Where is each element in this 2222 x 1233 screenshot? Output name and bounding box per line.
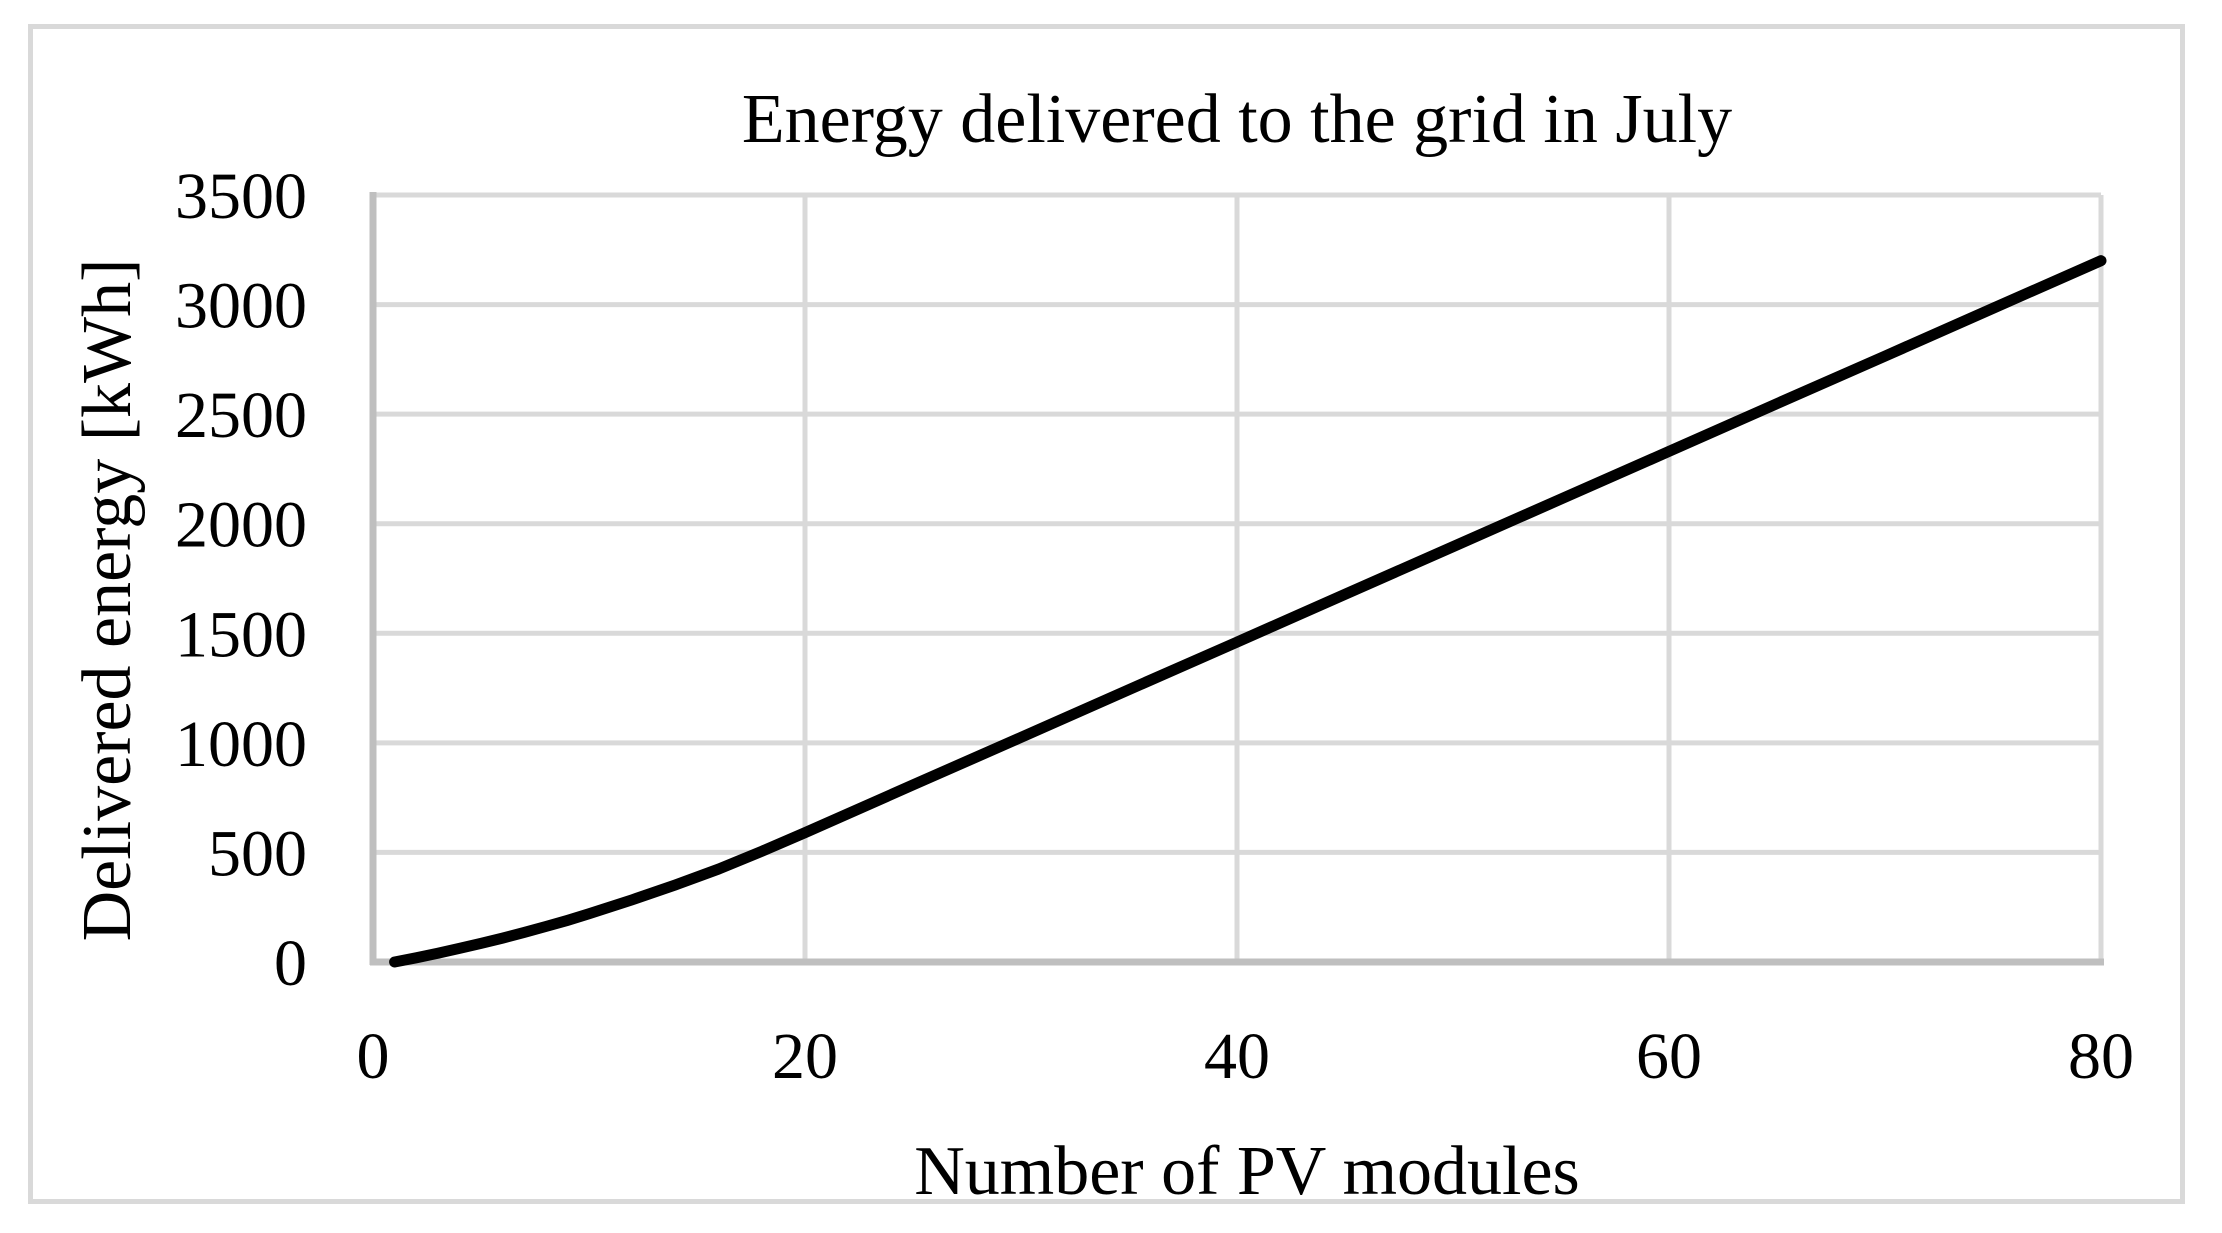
gridlines <box>373 192 2104 962</box>
x-tick-label: 80 <box>2068 1020 2134 1093</box>
y-axis-title: Delivered energy [kWh] <box>69 259 146 942</box>
axes <box>369 192 2104 966</box>
chart-title: Energy delivered to the grid in July <box>742 81 1732 158</box>
x-tick-label: 40 <box>1204 1020 1270 1093</box>
x-axis-title: Number of PV modules <box>914 1133 1580 1210</box>
y-tick-label: 3000 <box>175 270 307 343</box>
y-tick-label: 500 <box>208 817 307 890</box>
y-tick-label: 1500 <box>175 598 307 671</box>
data-series <box>389 255 2107 968</box>
x-tick-label: 20 <box>772 1020 838 1093</box>
x-tick-label: 60 <box>1636 1020 1702 1093</box>
x-tick-label: 0 <box>357 1020 390 1093</box>
y-tick-label: 3500 <box>175 160 307 233</box>
y-tick-label: 0 <box>274 927 307 1000</box>
energy-curve <box>389 255 2107 968</box>
y-tick-label: 2000 <box>175 489 307 562</box>
tick-labels: 0 500 1000 1500 2000 2500 3000 3500 0 20 40 60 80 <box>175 160 2134 1093</box>
y-tick-label: 2500 <box>175 379 307 452</box>
y-tick-label: 1000 <box>175 708 307 781</box>
